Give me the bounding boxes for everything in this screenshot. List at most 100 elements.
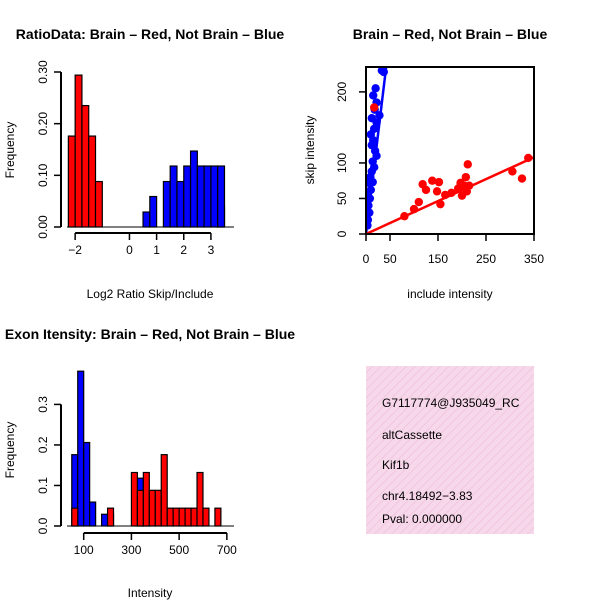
info-pval: Pval: 0.000000 [382, 512, 462, 526]
p3-bar-brain [172, 507, 180, 527]
p1-bar-not-brain [149, 195, 158, 228]
ratio-histogram-xlabel: Log2 Ratio Skip/Include [87, 287, 214, 301]
p3-bar-brain [106, 507, 115, 527]
p1-bar-not-brain [217, 165, 226, 228]
scatter-point-not-brain [368, 177, 377, 187]
scatter-point-brain [409, 204, 419, 214]
scatter-point-brain [447, 188, 456, 197]
info-event-id: G7117774@J935049_RC [382, 396, 520, 410]
scatter-x-tick-label: 250 [476, 252, 496, 266]
p1-bar-brain [94, 180, 103, 228]
scatter-title: Brain – Red, Not Brain – Blue [353, 26, 548, 42]
scatter-y-tick-label: 200 [335, 82, 349, 102]
p1-x-tick-label: 3 [208, 243, 215, 257]
p3-bar-not-brain [83, 441, 91, 527]
scatter-point-not-brain [375, 111, 384, 120]
p3-y-tick-label: 0.3 [36, 396, 50, 413]
p3-y-tick-label: 0.2 [36, 436, 50, 453]
scatter-y-tick-label: 0 [335, 230, 349, 237]
p1-x-tick-label: 2 [180, 243, 187, 257]
info-location: chr4.18492−3.83 [382, 489, 473, 503]
scatter-point-brain [432, 187, 442, 196]
scatter-xlabel: include intensity [407, 287, 492, 301]
scatter-point-brain [414, 197, 423, 207]
scatter-x-tick-label: 350 [524, 252, 544, 266]
p3-x-tick-label: 700 [217, 543, 237, 557]
scatter-point-brain [463, 160, 472, 169]
scatter-point-not-brain [366, 201, 373, 210]
info-event-type: altCassette [382, 428, 442, 442]
p3-bar-brain [130, 471, 138, 527]
scatter-x-tick-label: 50 [383, 252, 397, 266]
p3-bar-brain [202, 507, 210, 527]
scatter-point-not-brain [371, 84, 380, 93]
scatter-point-brain [508, 167, 517, 176]
p1-bar-not-brain [142, 211, 151, 228]
info-box-background [366, 366, 534, 534]
p3-y-tick-label: 0.1 [36, 477, 50, 494]
scatter-point-not-brain [372, 118, 381, 127]
p1-x-tick-label: −2 [68, 243, 82, 257]
scatter-point-not-brain [366, 194, 375, 203]
p1-y-tick-label: 0.00 [36, 215, 50, 239]
scatter-point-brain [434, 177, 444, 187]
scatter-point-brain [428, 176, 437, 185]
p1-bar-not-brain [210, 165, 219, 228]
p1-bar-brain [74, 74, 83, 228]
p1-bar-brain [81, 104, 90, 228]
p1-y-tick-label: 0.30 [36, 60, 50, 84]
scatter-x-tick-label: 150 [428, 252, 448, 266]
scatter-point-brain [517, 174, 527, 183]
ratio-histogram-title: RatioData: Brain – Red, Not Brain – Blue [16, 26, 285, 42]
scatter-x-tick-label: 0 [363, 252, 370, 266]
scatter-point-brain [369, 103, 379, 112]
p1-bar-not-brain [203, 165, 212, 228]
scatter-point-brain [400, 212, 409, 221]
info-panel: G7117774@J935049_RC altCassette Kif1b ch… [366, 366, 534, 534]
p3-bar-not-brain [89, 501, 97, 527]
p1-bar-not-brain [176, 180, 185, 228]
intensity-histogram-title: Exon Itensity: Brain – Red, Not Brain – … [5, 326, 295, 342]
scatter-point-not-brain [366, 208, 374, 217]
p1-bar-not-brain [169, 165, 178, 228]
ratio-histogram-panel: RatioData: Brain – Red, Not Brain – Blue… [3, 26, 284, 301]
scatter-ylabel: skip intensity [303, 116, 317, 185]
p3-bar-brain [214, 507, 222, 527]
p3-y-tick-label: 0.0 [36, 517, 50, 534]
p3-bar-brain [178, 507, 186, 527]
scatter-point-brain [524, 153, 533, 163]
scatter-point-brain [436, 199, 445, 209]
intensity-histogram-ylabel: Frequency [3, 422, 17, 479]
intensity-histogram-panel: Exon Itensity: Brain – Red, Not Brain – … [3, 326, 295, 600]
scatter-point-brain [465, 181, 474, 190]
p3-bar-not-brain [100, 513, 109, 527]
p3-bar-brain [142, 471, 150, 527]
p3-x-tick-label: 300 [121, 543, 141, 557]
scatter-point-not-brain [379, 67, 388, 77]
p3-bar-brain [148, 489, 156, 527]
p3-bar-brain [136, 489, 144, 527]
scatter-y-tick-label: 50 [335, 191, 349, 205]
p3-x-tick-label: 500 [169, 543, 189, 557]
scatter-point-brain [421, 185, 431, 195]
p1-x-tick-label: 1 [153, 243, 160, 257]
p3-bar-brain [154, 489, 162, 527]
p1-x-tick-label: 0 [126, 243, 133, 257]
scatter-point-not-brain [369, 91, 378, 100]
scatter-plot-frame [365, 66, 535, 235]
p3-bar-brain [160, 454, 168, 527]
intensity-histogram-xlabel: Intensity [128, 586, 173, 600]
info-gene-name: Kif1b [382, 458, 410, 472]
scatter-point-brain [461, 172, 471, 182]
p1-bar-not-brain [196, 165, 205, 228]
scatter-panel: Brain – Red, Not Brain – Blue 0 50 150 250 3… [303, 26, 547, 301]
p1-bar-brain [67, 135, 76, 228]
p3-bar-not-brain [77, 370, 85, 527]
scatter-y-tick-label: 100 [335, 153, 349, 173]
p1-bar-not-brain [162, 180, 171, 228]
p1-bar-not-brain [183, 165, 192, 228]
p1-bar-brain [88, 135, 97, 228]
ratio-histogram-ylabel: Frequency [3, 122, 17, 179]
p3-bar-brain [166, 507, 174, 527]
